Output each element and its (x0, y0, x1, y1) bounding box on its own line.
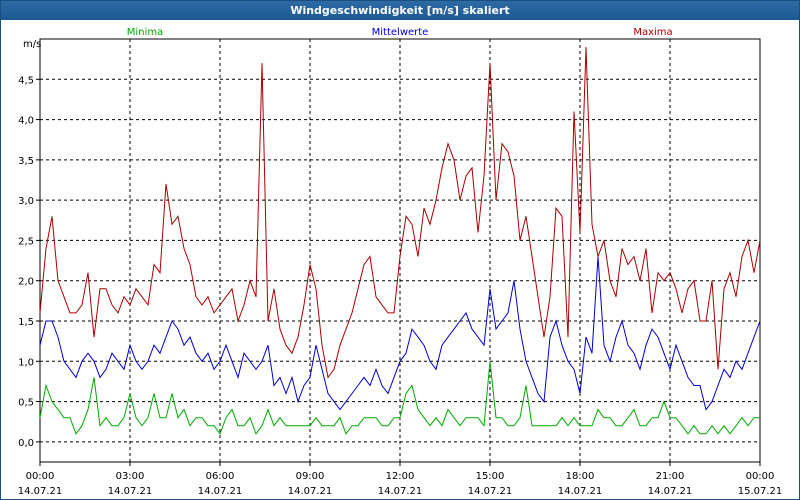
legend-minima: Minima (127, 27, 163, 38)
legend-mittelwerte: Mittelwerte (372, 27, 429, 38)
series-line-mittelwerte (39, 256, 761, 411)
legend-maxima: Maxima (633, 27, 672, 38)
x-tick-time: 21:00 (656, 471, 685, 482)
x-tick-time: 00:00 (26, 471, 55, 482)
x-tick-date: 14.07.21 (108, 486, 153, 497)
x-tick-time: 12:00 (386, 471, 415, 482)
x-tick-date: 14.07.21 (378, 486, 423, 497)
series-line-maxima (39, 47, 761, 379)
x-tick-date: 14.07.21 (288, 486, 333, 497)
y-tick-label: 3,5 (18, 156, 34, 167)
x-tick-date: 14.07.21 (558, 486, 603, 497)
y-tick-label: 4,0 (18, 116, 34, 127)
y-tick-label: 2,5 (18, 236, 34, 247)
y-tick-label: 2,0 (18, 277, 34, 288)
x-tick-time: 03:00 (116, 471, 145, 482)
x-tick-time: 15:00 (476, 471, 505, 482)
y-tick-label: 3,0 (18, 196, 34, 207)
x-tick-time: 09:00 (296, 471, 325, 482)
x-tick-time: 18:00 (566, 471, 595, 482)
wind-speed-chart: m/s Minima Mittelwerte Maxima 0,0 0,5 1,0 1… (18, 27, 783, 497)
x-tick-date: 15.07.21 (738, 486, 783, 497)
x-tick-date: 14.07.21 (18, 486, 63, 497)
x-tick-date: 14.07.21 (648, 486, 693, 497)
window-title: Windgeschwindigkeit [m/s] skaliert (1, 1, 799, 20)
y-tick-label: 4,5 (18, 75, 34, 86)
y-tick-label: 0,5 (18, 398, 34, 409)
y-tick-label: 1,0 (18, 357, 34, 368)
x-tick-time: 06:00 (206, 471, 235, 482)
x-tick-date: 14.07.21 (468, 486, 513, 497)
x-tick-time: 00:00 (746, 471, 775, 482)
y-tick-label: 1,5 (18, 317, 34, 328)
series-line-minima (39, 361, 760, 435)
x-tick-date: 14.07.21 (198, 486, 243, 497)
y-tick-label: 0,0 (18, 438, 34, 449)
y-axis-label: m/s (23, 39, 41, 50)
